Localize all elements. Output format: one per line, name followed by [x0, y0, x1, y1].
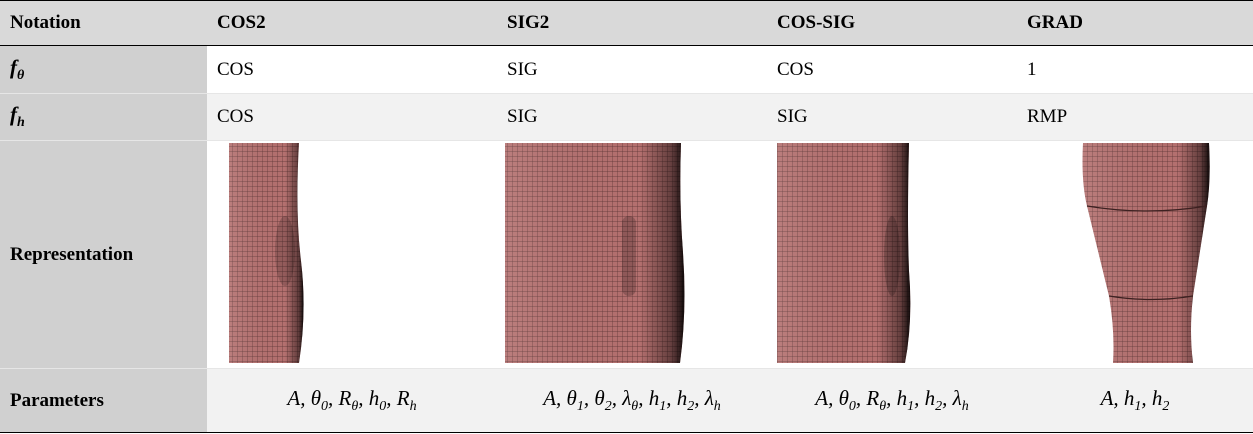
cell: COS: [207, 45, 497, 94]
row: Representation: [0, 140, 1253, 369]
header-cell: Notation: [0, 0, 207, 46]
subscript: 0: [379, 399, 387, 415]
row: fθ COS SIG COS 1: [0, 45, 1253, 94]
math: A, θ: [287, 385, 322, 410]
subscript: h: [713, 399, 721, 415]
math: f: [10, 54, 17, 79]
image-cell: [207, 140, 497, 369]
subscript: 1: [1134, 399, 1142, 415]
subscript: 1: [576, 399, 584, 415]
param-cell: A, θ0, Rθ, h0, Rh: [207, 368, 497, 433]
image-cell: [497, 140, 767, 369]
cell: SIG: [767, 93, 1017, 141]
math: , R: [855, 385, 880, 410]
subscript: h: [961, 399, 969, 415]
param-cell: A, θ1, θ2, λθ, h1, h2, λh: [497, 368, 767, 433]
row: fh COS SIG SIG RMP: [0, 93, 1253, 141]
subscript: 0: [321, 399, 329, 415]
subscript: 2: [935, 399, 943, 415]
row-label: Representation: [0, 140, 207, 369]
subscript: 1: [907, 399, 915, 415]
subscript: θ: [351, 399, 359, 415]
mesh-image: [229, 143, 304, 363]
header-cell: COS-SIG: [767, 0, 1017, 46]
row-label: fθ: [0, 45, 207, 94]
cell: 1: [1017, 45, 1253, 94]
subscript: 2: [687, 399, 695, 415]
math: f: [10, 102, 17, 127]
parameters: A, θ0, Rθ, h0, Rh: [287, 385, 416, 414]
subscript: 2: [1162, 399, 1170, 415]
cell: SIG: [497, 45, 767, 94]
image-cell: [1017, 140, 1253, 369]
subscript: θ: [17, 68, 25, 84]
math: , h: [358, 385, 380, 410]
math: , λ: [611, 385, 632, 410]
math: , h: [1141, 385, 1163, 410]
header-cell: GRAD: [1017, 0, 1253, 46]
header-cell: SIG2: [497, 0, 767, 46]
cell: RMP: [1017, 93, 1253, 141]
math: A, h: [1100, 385, 1135, 410]
row-label: fh: [0, 93, 207, 141]
math: , θ: [583, 385, 605, 410]
math: A, θ: [543, 385, 577, 410]
param-cell: A, h1, h2: [1017, 368, 1253, 433]
math: , λ: [942, 385, 962, 410]
header-row: Notation COS2 SIG2 COS-SIG GRAD: [0, 0, 1253, 46]
subscript: h: [409, 399, 417, 415]
parameters: A, θ1, θ2, λθ, h1, h2, λh: [543, 385, 721, 414]
math: A, θ: [815, 385, 849, 410]
param-cell: A, θ0, Rθ, h1, h2, λh: [767, 368, 1017, 433]
header-cell: COS2: [207, 0, 497, 46]
row-label: Parameters: [0, 368, 207, 433]
cell: COS: [767, 45, 1017, 94]
mesh-image: [777, 143, 911, 363]
math: , h: [914, 385, 936, 410]
subscript: θ: [631, 399, 639, 415]
math: , h: [638, 385, 660, 410]
subscript: 2: [604, 399, 612, 415]
subscript: h: [17, 115, 25, 131]
math: , h: [886, 385, 908, 410]
math: , R: [386, 385, 410, 410]
math: , λ: [694, 385, 714, 410]
subscript: θ: [879, 399, 887, 415]
row: Parameters A, θ0, Rθ, h0, Rh A, θ1, θ2, …: [0, 368, 1253, 433]
math: , h: [666, 385, 688, 410]
cell: COS: [207, 93, 497, 141]
parameters: A, θ0, Rθ, h1, h2, λh: [815, 385, 968, 414]
math: , R: [328, 385, 352, 410]
parameters: A, h1, h2: [1100, 385, 1170, 414]
cell: SIG: [497, 93, 767, 141]
subscript: 0: [848, 399, 856, 415]
subscript: 1: [659, 399, 667, 415]
mesh-image: [1082, 143, 1210, 363]
image-cell: [767, 140, 1017, 369]
mesh-image: [505, 143, 685, 363]
